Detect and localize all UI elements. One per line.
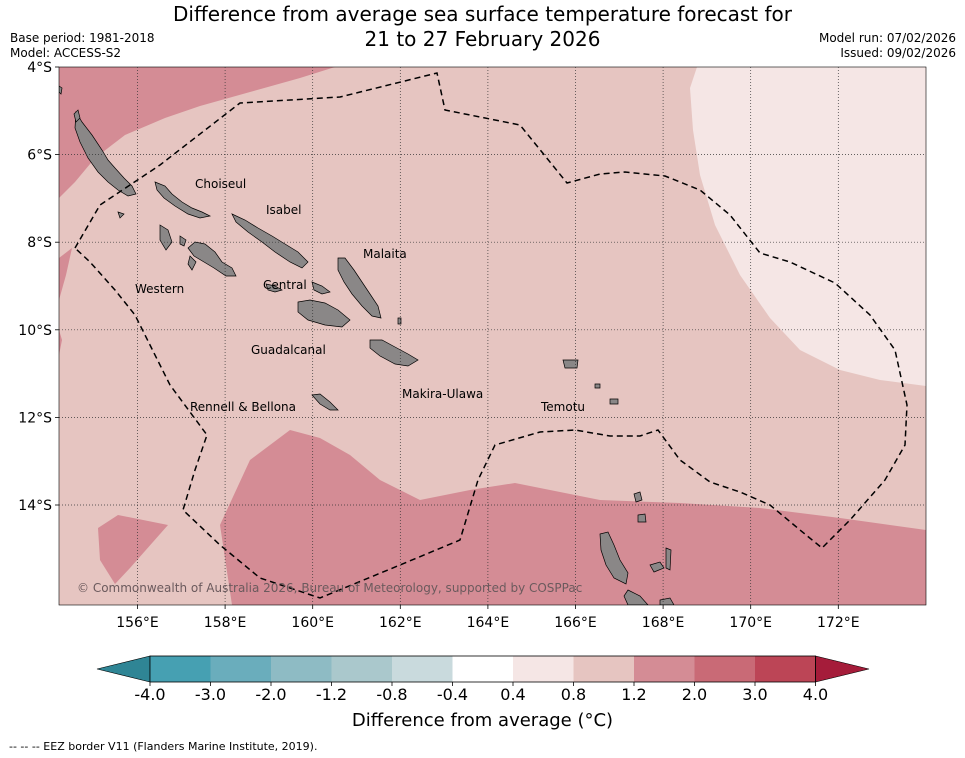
map-area xyxy=(59,67,926,605)
colorbar-label: 0.8 xyxy=(561,685,586,704)
colorbar-label: -4.0 xyxy=(134,685,165,704)
colorbar-label: -0.8 xyxy=(376,685,407,704)
label-makira-ulawa: Makira-Ulawa xyxy=(402,387,483,401)
colorbar-swatch xyxy=(694,656,755,682)
colorbar-swatch xyxy=(392,656,453,682)
colorbar-swatch xyxy=(452,656,513,682)
copyright-notice: © Commonwealth of Australia 2026, Bureau… xyxy=(77,581,582,595)
lon-tick-label: 166°E xyxy=(554,615,597,631)
colorbar-swatch xyxy=(210,656,271,682)
title-line-2: 21 to 27 February 2026 xyxy=(364,27,601,51)
anomaly-region-west-sliver xyxy=(59,248,72,300)
label-isabel: Isabel xyxy=(266,203,301,217)
label-malaita: Malaita xyxy=(363,247,407,261)
anomaly-region-west-sliver-2 xyxy=(59,330,62,355)
colorbar-label: 2.0 xyxy=(682,685,707,704)
base-period: Base period: 1981-2018 xyxy=(10,31,155,45)
lat-tick-label: 12°S xyxy=(18,410,52,426)
lon-tick-label: 160°E xyxy=(291,615,334,631)
lat-tick-label: 14°S xyxy=(18,498,52,514)
label-central: Central xyxy=(263,278,307,292)
colorbar-label: -3.0 xyxy=(195,685,226,704)
colorbar-extend-high xyxy=(815,655,870,683)
colorbar-outline xyxy=(149,655,816,683)
colorbar-label: 3.0 xyxy=(742,685,767,704)
model-name: Model: ACCESS-S2 xyxy=(10,46,122,60)
lon-tick-label: 156°E xyxy=(116,615,159,631)
lon-tick-label: 168°E xyxy=(642,615,685,631)
anomaly-region-ne xyxy=(690,67,926,386)
lon-tick-label: 158°E xyxy=(204,615,247,631)
lon-tick-label: 170°E xyxy=(729,615,772,631)
issued-date: Issued: 09/02/2026 xyxy=(840,46,956,60)
lat-tick-label: 4°S xyxy=(27,60,52,76)
label-guadalcanal: Guadalcanal xyxy=(251,343,326,357)
colorbar-label: 4.0 xyxy=(803,685,828,704)
colorbar-swatch xyxy=(271,656,332,682)
lon-tick-label: 162°E xyxy=(379,615,422,631)
lon-tick-label: 172°E xyxy=(817,615,860,631)
colorbar-label: -1.2 xyxy=(316,685,347,704)
colorbar-label: -2.0 xyxy=(255,685,286,704)
colorbar-swatch xyxy=(331,656,392,682)
graticule: 156°E 158°E 160°E 162°E 164°E 166°E 168°E 170°E… xyxy=(18,60,926,631)
label-western: Western xyxy=(135,282,184,296)
colorbar-extend-low xyxy=(96,655,151,683)
colorbar-label: 0.4 xyxy=(500,685,525,704)
colorbar-swatch xyxy=(513,656,574,682)
colorbar-swatch xyxy=(150,656,211,682)
lat-tick-label: 8°S xyxy=(27,235,52,251)
colorbar: -4.0 -3.0 -2.0 -1.2 -0.8 -0.4 0.4 0.8 1.2 2.0 3.0 4… xyxy=(96,655,870,704)
colorbar-swatch xyxy=(634,656,695,682)
map-frame xyxy=(58,66,927,606)
colorbar-title: Difference from average (°C) xyxy=(351,710,614,731)
anomaly-region-nw xyxy=(59,67,335,198)
title-line-1: Difference from average sea surface temp… xyxy=(172,2,792,26)
label-rennell-bellona: Rennell & Bellona xyxy=(190,400,296,414)
lat-tick-label: 6°S xyxy=(27,148,52,164)
colorbar-swatch xyxy=(573,656,634,682)
anomaly-region-sw-patch xyxy=(98,515,168,584)
label-temotu: Temotu xyxy=(540,400,585,414)
eez-footnote: -- -- -- EEZ border V11 (Flanders Marine… xyxy=(9,740,318,753)
land-masses xyxy=(59,85,675,605)
meta-left: Base period: 1981-2018 Model: ACCESS-S2 xyxy=(10,31,155,61)
model-run: Model run: 07/02/2026 xyxy=(818,31,956,45)
lon-tick-label: 164°E xyxy=(467,615,510,631)
colorbar-label: -0.4 xyxy=(437,685,468,704)
anomaly-region-south xyxy=(220,430,926,605)
meta-right: Model run: 07/02/2026 Issued: 09/02/2026 xyxy=(819,31,956,61)
chart-title: Difference from average sea surface temp… xyxy=(0,2,965,52)
lat-tick-label: 10°S xyxy=(18,323,52,339)
colorbar-label: 1.2 xyxy=(621,685,646,704)
eez-border xyxy=(74,72,908,599)
label-choiseul: Choiseul xyxy=(195,177,246,191)
colorbar-swatch xyxy=(755,656,816,682)
province-labels: Choiseul Isabel Malaita Western Central … xyxy=(135,177,585,414)
